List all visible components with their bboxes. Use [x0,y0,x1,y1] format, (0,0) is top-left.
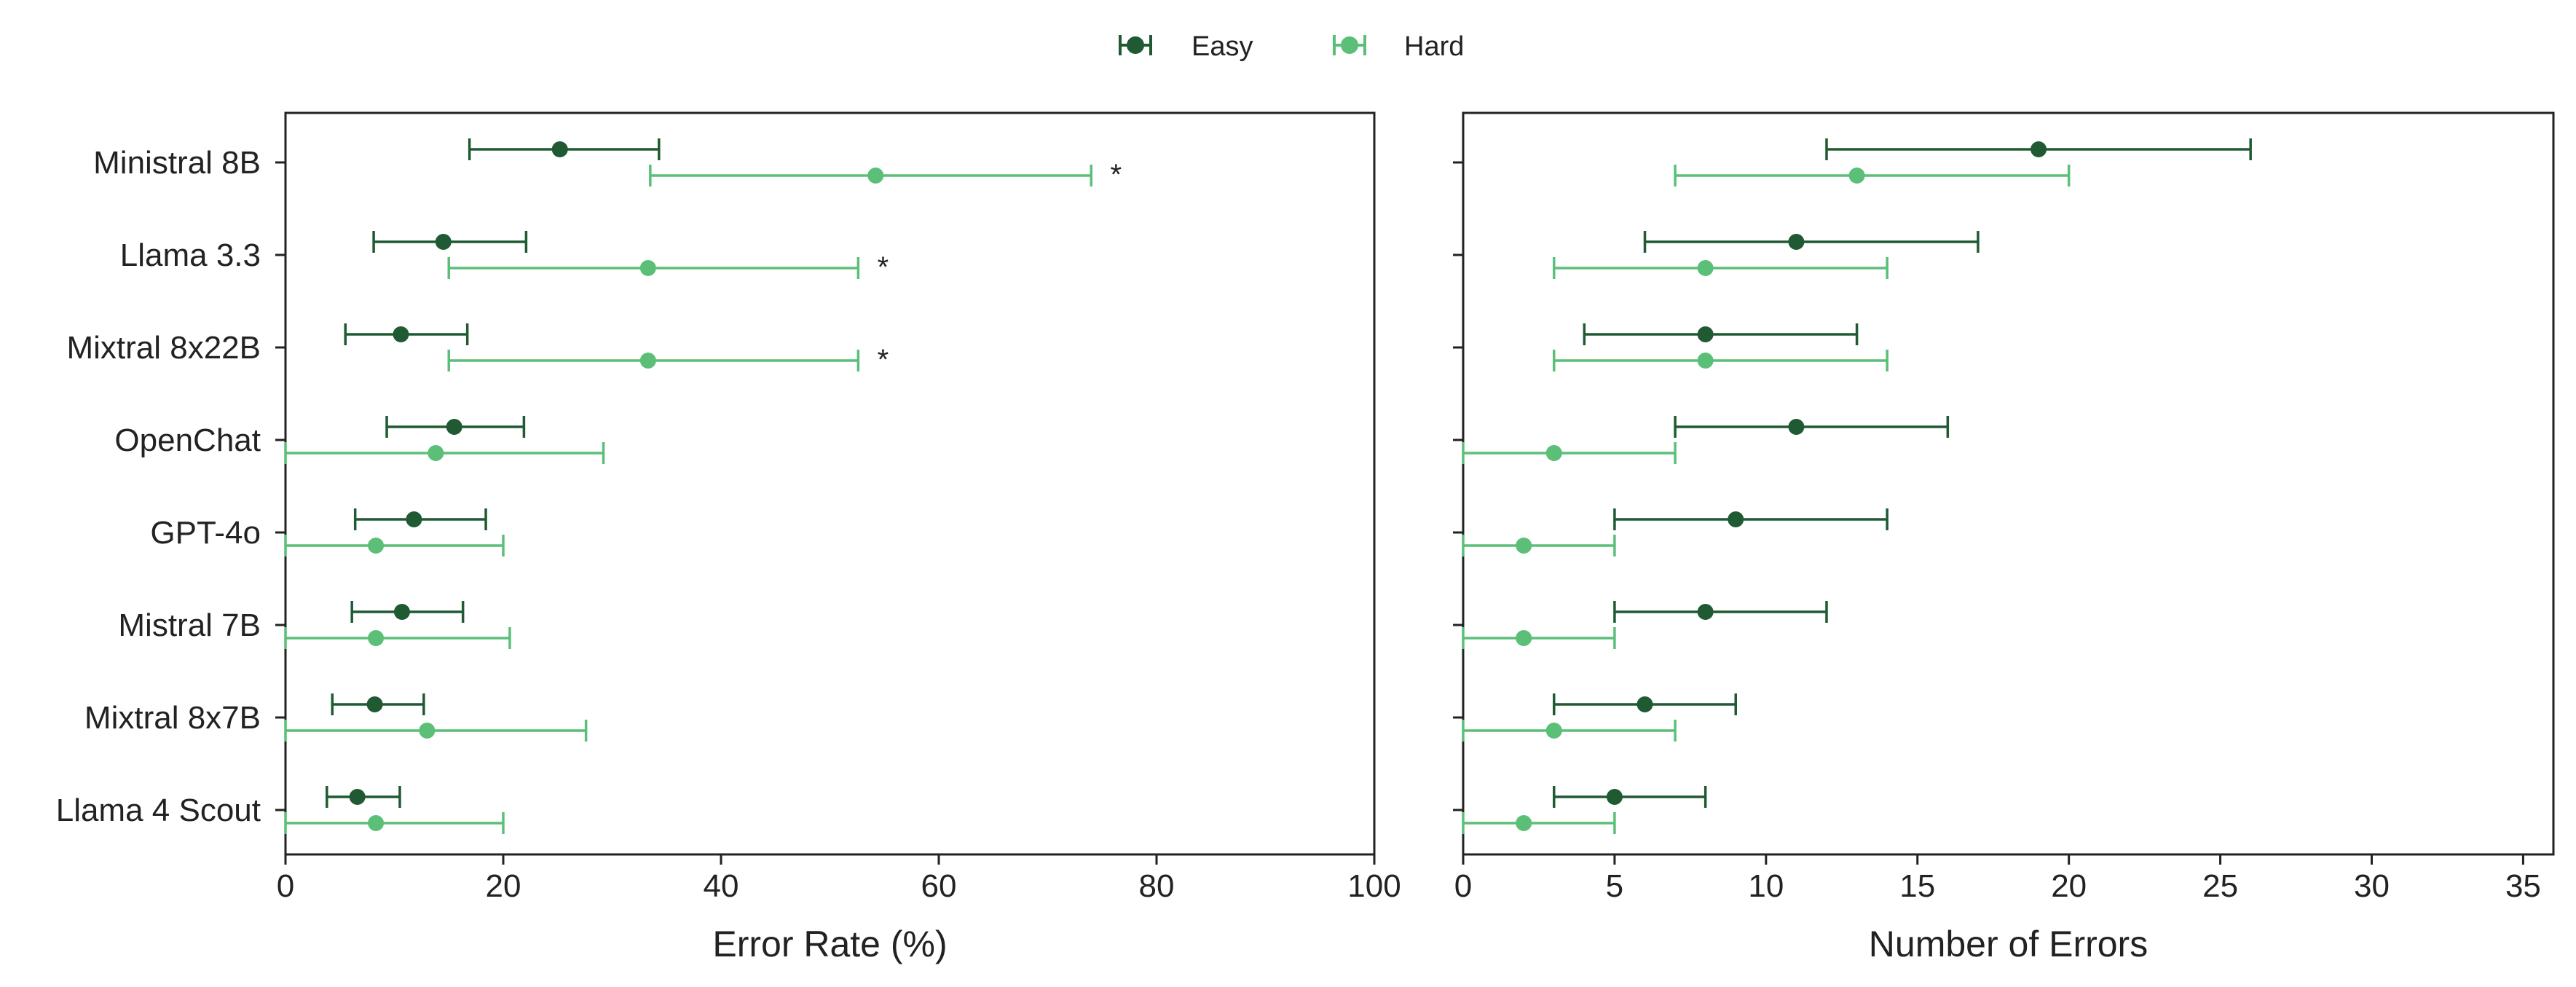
easy-mixtral-8x22b-point [1697,326,1714,342]
hard-openchat-point [428,445,444,461]
easy-mistral-7b-point [1697,604,1714,620]
x-tick-label: 35 [2505,868,2541,904]
legend-easy-label: Easy [1192,31,1253,62]
easy-llama-3-3-point [435,234,452,250]
hard-mixtral-8x7b-point [1545,723,1562,739]
hard-gpt-4o-point [1516,538,1532,554]
x-tick-label: 15 [1899,868,1935,904]
x-tick-label: 0 [1454,868,1472,904]
legend-easy-marker [1127,36,1144,54]
x-tick-label: 80 [1139,868,1175,904]
hard-llama-4-scout-point [1516,815,1532,831]
hard-mistral-7b-point [368,630,385,646]
hard-llama-3-3-point [639,260,656,276]
easy-mixtral-8x7b-point [1636,696,1653,712]
x-tick-label: 30 [2354,868,2390,904]
significance-marker-llama-3-3: * [878,251,889,283]
x-tick-label: 100 [1347,868,1401,904]
y-tick-label-openchat: OpenChat [114,422,261,458]
plot-frame [1462,111,2555,856]
x-tick-label: 20 [2051,868,2087,904]
hard-mixtral-8x22b-point [639,353,656,369]
x-tick-label: 5 [1606,868,1623,904]
x-tick-label: 10 [1748,868,1784,904]
hard-llama-3-3-point [1697,260,1714,276]
hard-mistral-7b-point [1516,630,1532,646]
easy-openchat-point [1788,419,1805,435]
plot-frame [284,111,1376,856]
hard-llama-4-scout-point [368,815,385,831]
significance-marker-mixtral-8x22b: * [878,344,889,376]
y-tick-label-mixtral-8x22b: Mixtral 8x22B [66,330,261,366]
x-tick-label: 25 [2202,868,2238,904]
error-rate-panel: 0 20 40 60 80 100 Error Rate (%) Ministral 8B Ll… [56,111,1401,964]
easy-openchat-point [446,419,462,435]
x-tick-label: 0 [277,868,294,904]
legend: Easy Hard [1119,31,1464,62]
easy-gpt-4o-point [1728,511,1744,527]
legend-item-easy: Easy [1119,31,1253,62]
easy-ministral-8b-point [2031,141,2047,157]
easy-mixtral-8x7b-point [366,696,383,712]
legend-hard-label: Hard [1404,31,1464,62]
y-tick-label-gpt-4o: GPT-4o [150,515,261,551]
error-count-panel: 0 5 10 15 20 25 30 35 Number of Errors [1453,111,2555,964]
hard-openchat-point [1545,445,1562,461]
easy-ministral-8b-point [551,141,568,157]
easy-mistral-7b-point [393,604,410,620]
easy-llama-4-scout-point [1606,789,1623,805]
x-tick-label: 20 [486,868,521,904]
hard-mixtral-8x22b-point [1697,353,1714,369]
legend-hard-marker [1341,36,1358,54]
x-tick-label: 40 [704,868,739,904]
hard-ministral-8b-point [1848,168,1865,184]
y-tick-label-llama-4-scout: Llama 4 Scout [56,793,261,828]
hard-gpt-4o-point [368,538,385,554]
y-tick-label-mistral-7b: Mistral 7B [118,607,261,643]
x-axis-title: Error Rate (%) [712,924,947,964]
easy-llama-4-scout-point [349,789,366,805]
x-tick-label: 60 [921,868,957,904]
easy-llama-3-3-point [1788,234,1805,250]
y-tick-label-ministral-8b: Ministral 8B [93,145,261,181]
y-tick-label-mixtral-8x7b: Mixtral 8x7B [84,700,261,736]
hard-ministral-8b-point [867,168,884,184]
easy-mixtral-8x22b-point [393,326,409,342]
legend-item-hard: Hard [1333,31,1464,62]
easy-gpt-4o-point [406,511,422,527]
y-tick-label-llama-3-3: Llama 3.3 [120,237,261,273]
significance-marker-ministral-8b: * [1111,159,1122,191]
hard-mixtral-8x7b-point [419,723,436,739]
x-axis-title: Number of Errors [1869,924,2148,964]
